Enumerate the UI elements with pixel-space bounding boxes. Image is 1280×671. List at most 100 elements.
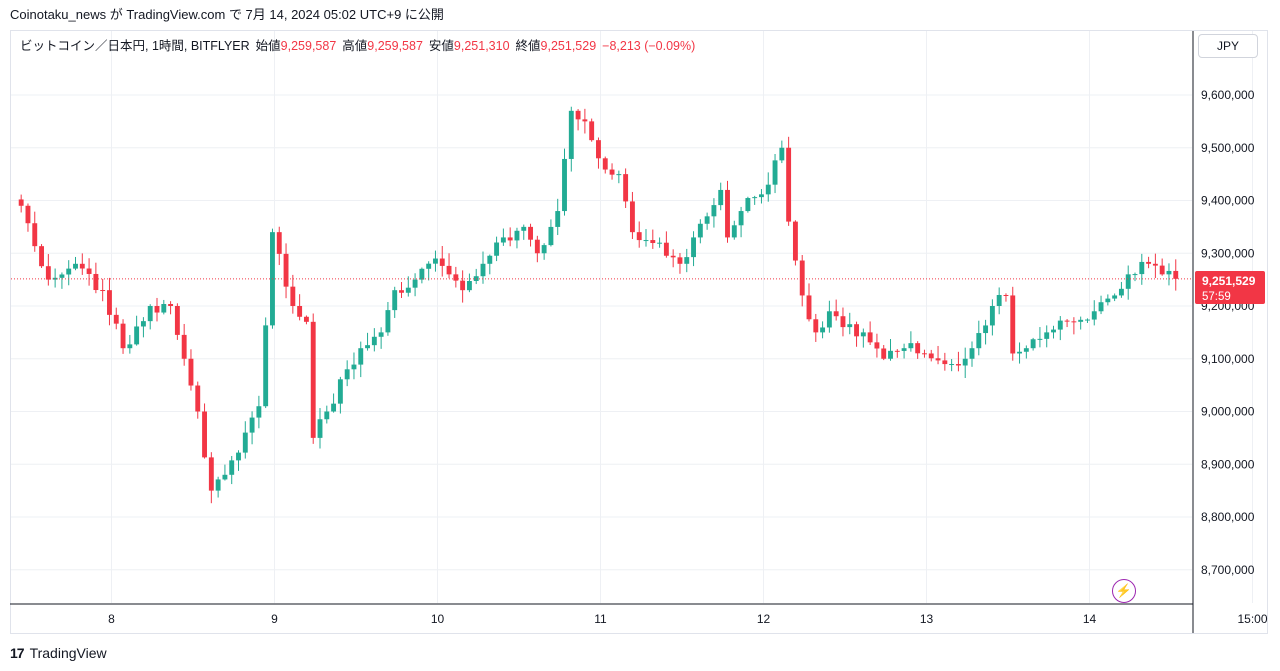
candle [772,153,778,194]
currency-button[interactable]: JPY [1198,34,1258,58]
candle [881,345,887,361]
candle [310,313,316,444]
open-label: 始値 [255,39,281,53]
candle [840,307,846,337]
candle [79,253,85,275]
candle [168,301,174,315]
candlestick-series [18,106,1179,504]
candle [623,168,629,209]
candle [514,227,520,249]
price-axis-tick-label: 8,700,000 [1201,563,1255,577]
candle [371,328,377,352]
candle [487,254,493,275]
candle [1098,295,1104,315]
candle [344,360,350,387]
candle [1064,319,1070,328]
candle [833,299,839,321]
candle [113,307,119,330]
candle [820,321,826,339]
candle [691,231,696,267]
time-axis-tick-label: 8 [108,612,115,626]
candle [854,321,859,347]
candle [860,328,866,348]
candle [1112,293,1118,302]
candle [928,349,934,362]
candle [507,227,513,247]
price-axis-tick-label: 9,500,000 [1201,141,1255,155]
candle [976,320,982,356]
candle [922,349,927,358]
tradingview-logo-icon: 17 [10,645,25,661]
candle [738,206,744,238]
time-axis-tick-label: 9 [271,612,278,626]
candle [426,261,432,281]
candle [874,333,880,358]
candle [86,258,92,286]
candle [1071,317,1077,335]
candle [1010,286,1016,361]
candle [1057,316,1063,341]
candle [779,140,785,164]
candle [602,156,608,174]
candle [955,351,961,372]
time-axis-tick-label: 11 [594,612,607,626]
candle [589,118,595,142]
candle [256,395,262,429]
candle [1118,281,1124,298]
high-label: 高値 [342,39,368,53]
candle [324,405,330,424]
candle [1173,259,1179,291]
candle [969,341,975,367]
candle [466,273,472,293]
candle [140,317,146,338]
candle [1105,294,1111,306]
time-axis-tick-label: 15:00 [1237,612,1267,626]
candle [181,323,187,366]
candle [1132,272,1138,282]
candle [18,194,24,213]
candle [480,251,486,284]
grid-lines [11,31,1253,603]
candle [392,286,398,318]
candle [1078,316,1084,330]
candle [1051,325,1056,339]
candle [52,268,58,288]
candle [215,476,221,498]
candle [731,220,737,240]
candle [32,211,38,252]
candle [494,236,500,262]
close-label: 終値 [515,39,541,53]
candle [704,212,710,230]
candle [1017,342,1022,364]
candle [983,319,989,345]
candle [996,287,1002,315]
candle [290,274,296,314]
candle [93,262,99,294]
last-price-value: 9,251,529 [1202,274,1256,288]
candle [365,332,370,351]
candle [100,278,106,302]
candle [663,231,669,258]
candle [1030,337,1036,351]
candle [718,182,724,211]
candle [39,244,44,268]
candle [66,260,72,286]
candle [107,277,112,326]
candle [616,170,622,184]
candle [202,403,207,459]
candle [500,228,506,246]
price-axis: 9,600,0009,500,0009,400,0009,300,0009,20… [1201,88,1255,577]
candle [1037,327,1043,348]
candle [677,253,683,274]
footer-branding: 17 TradingView [10,640,107,666]
price-axis-tick-label: 9,400,000 [1201,194,1255,208]
candle [908,331,914,352]
candle [1125,265,1131,300]
price-axis-tick-label: 8,900,000 [1201,457,1255,471]
candle [188,349,194,391]
candle [1044,325,1050,348]
candle [399,282,404,298]
candle [894,349,900,358]
lightning-icon[interactable]: ⚡ [1112,579,1136,603]
